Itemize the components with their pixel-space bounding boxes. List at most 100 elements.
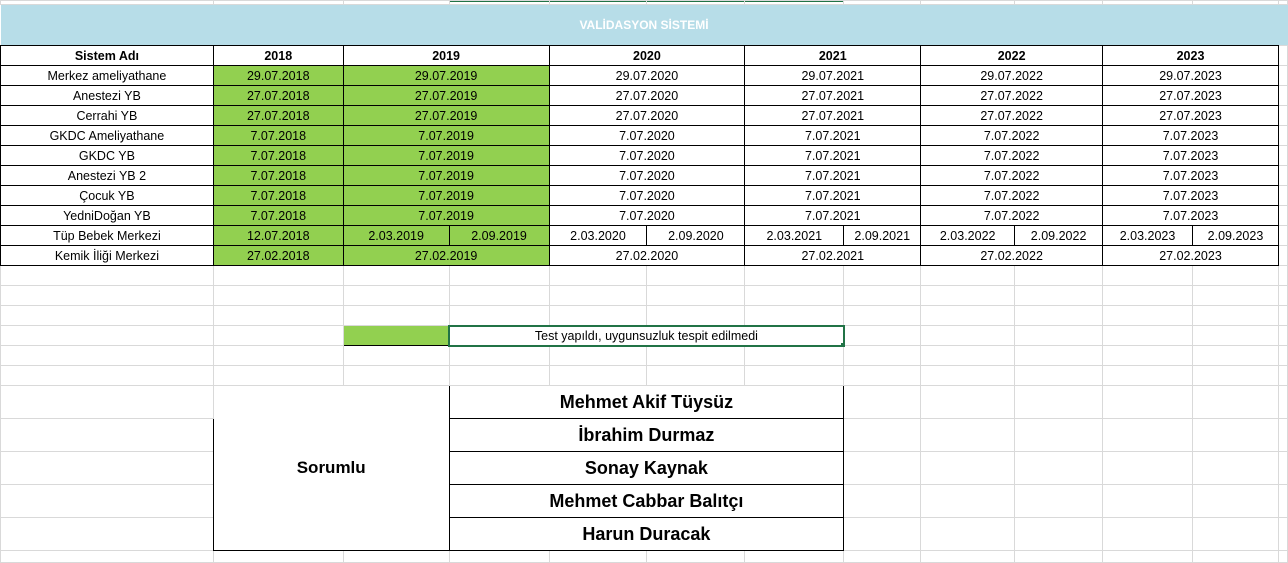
empty-cell[interactable] xyxy=(0,550,214,563)
header-year-2019[interactable]: 2019 xyxy=(342,45,550,66)
empty-cell[interactable] xyxy=(548,365,648,386)
empty-cell[interactable] xyxy=(1277,285,1288,306)
empty-cell[interactable] xyxy=(212,265,344,286)
empty-cell[interactable] xyxy=(920,484,1016,518)
date-cell[interactable]: 7.07.2021 xyxy=(744,205,922,226)
empty-cell[interactable] xyxy=(843,451,922,485)
empty-cell[interactable] xyxy=(1014,345,1104,366)
date-cell[interactable]: 7.07.2020 xyxy=(548,165,746,186)
date-cell[interactable]: 2.09.2019 xyxy=(448,225,550,246)
empty-cell[interactable] xyxy=(342,305,450,326)
date-cell[interactable]: 27.02.2019 xyxy=(342,245,550,266)
empty-cell[interactable] xyxy=(1192,385,1279,419)
date-cell[interactable]: 29.07.2020 xyxy=(548,65,746,86)
date-cell[interactable]: 27.07.2022 xyxy=(920,105,1104,126)
date-cell[interactable]: 7.07.2020 xyxy=(548,145,746,166)
system-name[interactable]: Anestezi YB 2 xyxy=(0,165,214,186)
date-cell[interactable]: 7.07.2022 xyxy=(920,205,1104,226)
date-cell[interactable]: 29.07.2023 xyxy=(1102,65,1279,86)
empty-cell[interactable] xyxy=(920,285,1016,306)
empty-cell[interactable] xyxy=(744,365,845,386)
date-cell[interactable]: 27.07.2019 xyxy=(342,105,550,126)
responsible-person[interactable]: İbrahim Durmaz xyxy=(448,418,845,452)
empty-cell[interactable] xyxy=(1192,305,1279,326)
date-cell[interactable]: 27.07.2020 xyxy=(548,85,746,106)
empty-cell[interactable] xyxy=(342,285,450,306)
empty-cell[interactable] xyxy=(920,345,1016,366)
date-cell[interactable]: 2.09.2023 xyxy=(1192,225,1279,246)
header-system-name[interactable]: Sistem Adı xyxy=(0,45,214,66)
empty-cell[interactable] xyxy=(1102,265,1193,286)
date-cell[interactable]: 27.02.2023 xyxy=(1102,245,1279,266)
date-cell[interactable]: 7.07.2018 xyxy=(212,145,344,166)
date-cell[interactable]: 7.07.2023 xyxy=(1102,185,1279,206)
empty-cell[interactable] xyxy=(1277,385,1288,419)
system-name[interactable]: Anestezi YB xyxy=(0,85,214,106)
empty-cell[interactable] xyxy=(843,385,922,419)
empty-cell[interactable] xyxy=(1014,517,1104,551)
system-name[interactable]: YedniDoğan YB xyxy=(0,205,214,226)
date-cell[interactable]: 7.07.2021 xyxy=(744,125,922,146)
date-cell[interactable]: 7.07.2019 xyxy=(342,185,550,206)
empty-cell[interactable] xyxy=(0,325,214,346)
empty-cell[interactable] xyxy=(843,365,922,386)
empty-cell[interactable] xyxy=(646,365,746,386)
empty-cell[interactable] xyxy=(1102,365,1193,386)
date-cell[interactable]: 7.07.2019 xyxy=(342,125,550,146)
date-cell[interactable]: 7.07.2022 xyxy=(920,145,1104,166)
empty-cell[interactable] xyxy=(1277,185,1288,206)
empty-cell[interactable] xyxy=(1277,45,1288,66)
date-cell[interactable]: 7.07.2019 xyxy=(342,205,550,226)
date-cell[interactable]: 2.09.2020 xyxy=(646,225,746,246)
empty-cell[interactable] xyxy=(1277,225,1288,246)
empty-cell[interactable] xyxy=(1277,305,1288,326)
empty-cell[interactable] xyxy=(920,451,1016,485)
date-cell[interactable]: 7.07.2023 xyxy=(1102,125,1279,146)
empty-cell[interactable] xyxy=(1277,65,1288,86)
date-cell[interactable]: 2.03.2019 xyxy=(342,225,450,246)
date-cell[interactable]: 2.03.2022 xyxy=(920,225,1016,246)
empty-cell[interactable] xyxy=(1014,305,1104,326)
empty-cell[interactable] xyxy=(448,285,550,306)
responsible-person[interactable]: Mehmet Cabbar Balıtçı xyxy=(448,484,845,518)
date-cell[interactable]: 2.03.2023 xyxy=(1102,225,1193,246)
date-cell[interactable]: 27.02.2021 xyxy=(744,245,922,266)
empty-cell[interactable] xyxy=(1277,105,1288,126)
empty-cell[interactable] xyxy=(843,550,922,563)
empty-cell[interactable] xyxy=(1277,265,1288,286)
empty-cell[interactable] xyxy=(1102,550,1193,563)
system-name[interactable]: Çocuk YB xyxy=(0,185,214,206)
empty-cell[interactable] xyxy=(744,345,845,366)
empty-cell[interactable] xyxy=(0,451,214,485)
empty-cell[interactable] xyxy=(646,305,746,326)
empty-cell[interactable] xyxy=(1102,285,1193,306)
empty-cell[interactable] xyxy=(548,285,648,306)
empty-cell[interactable] xyxy=(212,305,344,326)
empty-cell[interactable] xyxy=(1102,517,1193,551)
empty-cell[interactable] xyxy=(843,265,922,286)
empty-cell[interactable] xyxy=(1277,145,1288,166)
empty-cell[interactable] xyxy=(1102,0,1193,5)
empty-cell[interactable] xyxy=(548,550,648,563)
date-cell[interactable]: 7.07.2019 xyxy=(342,165,550,186)
empty-cell[interactable] xyxy=(1277,517,1288,551)
date-cell[interactable]: 27.07.2023 xyxy=(1102,105,1279,126)
empty-cell[interactable] xyxy=(342,0,450,5)
date-cell[interactable]: 2.09.2021 xyxy=(843,225,922,246)
date-cell[interactable]: 27.07.2019 xyxy=(342,85,550,106)
empty-cell[interactable] xyxy=(0,418,214,452)
date-cell[interactable]: 27.02.2018 xyxy=(212,245,344,266)
empty-cell[interactable] xyxy=(448,550,550,563)
empty-cell[interactable] xyxy=(1192,325,1279,346)
empty-cell[interactable] xyxy=(1102,451,1193,485)
date-cell[interactable]: 27.07.2018 xyxy=(212,105,344,126)
empty-cell[interactable] xyxy=(1014,265,1104,286)
empty-cell[interactable] xyxy=(646,285,746,306)
empty-cell[interactable] xyxy=(744,285,845,306)
empty-cell[interactable] xyxy=(0,305,214,326)
empty-cell[interactable] xyxy=(1277,484,1288,518)
empty-cell[interactable] xyxy=(1192,517,1279,551)
system-name[interactable]: GKDC Ameliyathane xyxy=(0,125,214,146)
empty-cell[interactable] xyxy=(843,418,922,452)
date-cell[interactable]: 7.07.2021 xyxy=(744,185,922,206)
